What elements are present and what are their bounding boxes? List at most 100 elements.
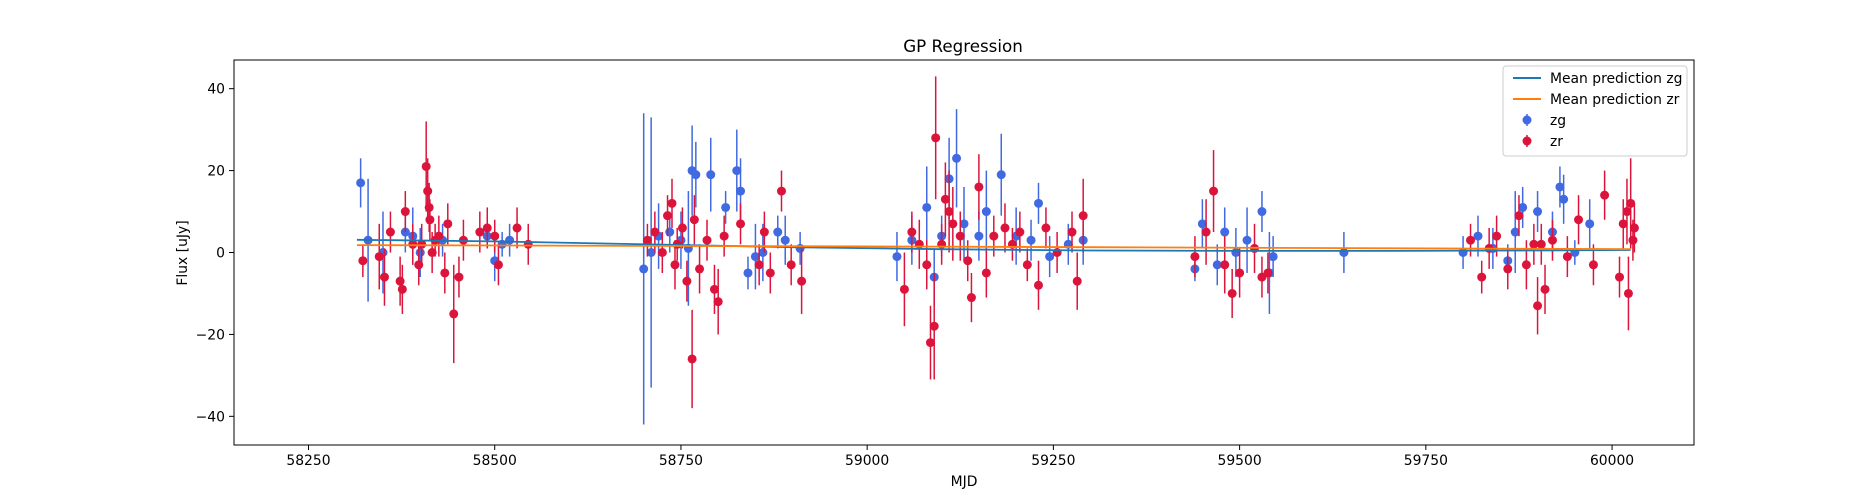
plot-area xyxy=(356,76,1639,425)
data-point-zg xyxy=(1473,231,1483,241)
data-point-zr xyxy=(736,219,746,229)
data-point-zr xyxy=(955,231,965,241)
data-point-zr xyxy=(786,260,796,270)
y-tick-label: −40 xyxy=(196,409,225,425)
data-point-zr xyxy=(966,293,976,303)
data-point-zr xyxy=(1072,276,1082,286)
x-tick-label: 59000 xyxy=(845,453,889,469)
x-tick-label: 58750 xyxy=(659,453,703,469)
data-point-zr xyxy=(482,223,492,233)
data-point-zr xyxy=(493,260,503,270)
data-point-zr xyxy=(797,276,807,286)
data-point-zr xyxy=(379,272,389,282)
data-point-zg xyxy=(691,170,701,180)
x-tick-label: 60000 xyxy=(1590,453,1634,469)
data-point-zg xyxy=(750,252,760,262)
data-point-zr xyxy=(1190,252,1200,262)
data-point-zg xyxy=(773,227,783,237)
data-point-zr xyxy=(1521,260,1531,270)
data-point-zr xyxy=(1477,272,1487,282)
legend-frame xyxy=(1502,65,1688,157)
data-point-zg xyxy=(1510,227,1520,237)
data-point-zr xyxy=(922,260,932,270)
data-point-zr xyxy=(421,161,431,171)
y-tick-label: −20 xyxy=(196,327,225,343)
legend-marker-zg xyxy=(1522,114,1532,126)
data-point-zr xyxy=(1574,215,1584,225)
data-point-zr xyxy=(423,186,433,196)
data-point-zg xyxy=(1257,207,1267,217)
data-point-zr xyxy=(657,248,667,257)
data-point-zr xyxy=(454,272,464,282)
data-point-zg xyxy=(505,235,515,245)
data-point-zr xyxy=(449,309,459,319)
data-point-zr xyxy=(1588,260,1598,270)
data-point-zr xyxy=(925,338,935,348)
data-point-zr xyxy=(1067,227,1077,237)
data-point-zg xyxy=(743,268,753,278)
data-point-zr xyxy=(765,268,775,278)
data-point-zg xyxy=(996,170,1006,180)
data-point-zr xyxy=(989,231,999,241)
data-point-zg xyxy=(1555,182,1565,192)
data-point-zg xyxy=(665,227,675,237)
data-point-zr xyxy=(443,219,453,229)
data-point-zg xyxy=(1033,198,1043,208)
data-point-zr xyxy=(1209,186,1219,196)
data-point-zr xyxy=(687,354,697,364)
legend: Mean prediction zg Mean prediction zr zg… xyxy=(1502,65,1688,157)
data-point-zr xyxy=(1547,235,1557,245)
data-point-zr xyxy=(1201,227,1211,237)
data-point-zr xyxy=(374,252,384,262)
data-point-zr xyxy=(677,223,687,233)
data-point-zr xyxy=(1022,260,1032,270)
data-point-zg xyxy=(952,153,962,163)
data-point-zr xyxy=(1533,301,1543,311)
legend-label-zg-prediction: Mean prediction zg xyxy=(1550,71,1682,87)
data-point-zg xyxy=(732,166,742,176)
data-point-zg xyxy=(1339,248,1349,257)
data-point-zr xyxy=(1492,231,1502,241)
data-point-zr xyxy=(667,198,677,208)
data-point-zr xyxy=(670,260,680,270)
line-mean-prediction-zr xyxy=(356,244,1631,251)
data-point-zr xyxy=(440,268,450,278)
data-point-zr xyxy=(397,284,407,294)
x-tick-label: 59250 xyxy=(1031,453,1075,469)
data-point-zr xyxy=(1503,264,1513,274)
data-point-zg xyxy=(795,243,805,253)
data-point-zg xyxy=(646,248,656,257)
data-point-zr xyxy=(1536,239,1546,249)
x-axis-label: MJD xyxy=(951,474,978,490)
data-point-zr xyxy=(1600,190,1610,200)
data-point-zr xyxy=(759,227,769,237)
data-point-zr xyxy=(929,321,939,331)
data-point-zg xyxy=(1268,252,1278,262)
data-point-zr xyxy=(1529,239,1539,249)
data-point-zr xyxy=(1540,284,1550,294)
data-point-zr xyxy=(682,276,692,286)
x-tick-label: 58500 xyxy=(473,453,517,469)
data-point-zg xyxy=(922,202,932,212)
data-point-zr xyxy=(1033,280,1043,290)
data-point-zg xyxy=(1026,235,1036,245)
data-point-zg xyxy=(1242,235,1252,245)
data-point-zg xyxy=(959,219,969,229)
data-point-zg xyxy=(721,202,731,212)
data-point-zr xyxy=(425,215,435,225)
y-tick-label: 20 xyxy=(207,164,225,180)
data-point-zr xyxy=(754,260,764,270)
legend-label-zr: zr xyxy=(1550,134,1563,150)
data-point-zr xyxy=(1628,235,1638,245)
data-point-zr xyxy=(1623,288,1633,298)
data-point-zr xyxy=(702,235,712,245)
y-axis: −40 −20 0 20 40 xyxy=(196,82,234,425)
data-point-zr xyxy=(1220,260,1230,270)
x-tick-label: 59750 xyxy=(1404,453,1448,469)
x-tick-label: 58250 xyxy=(286,453,330,469)
data-point-zr xyxy=(663,211,673,221)
data-point-zr xyxy=(385,227,395,237)
data-point-zr xyxy=(400,207,410,217)
data-point-zr xyxy=(475,227,485,237)
